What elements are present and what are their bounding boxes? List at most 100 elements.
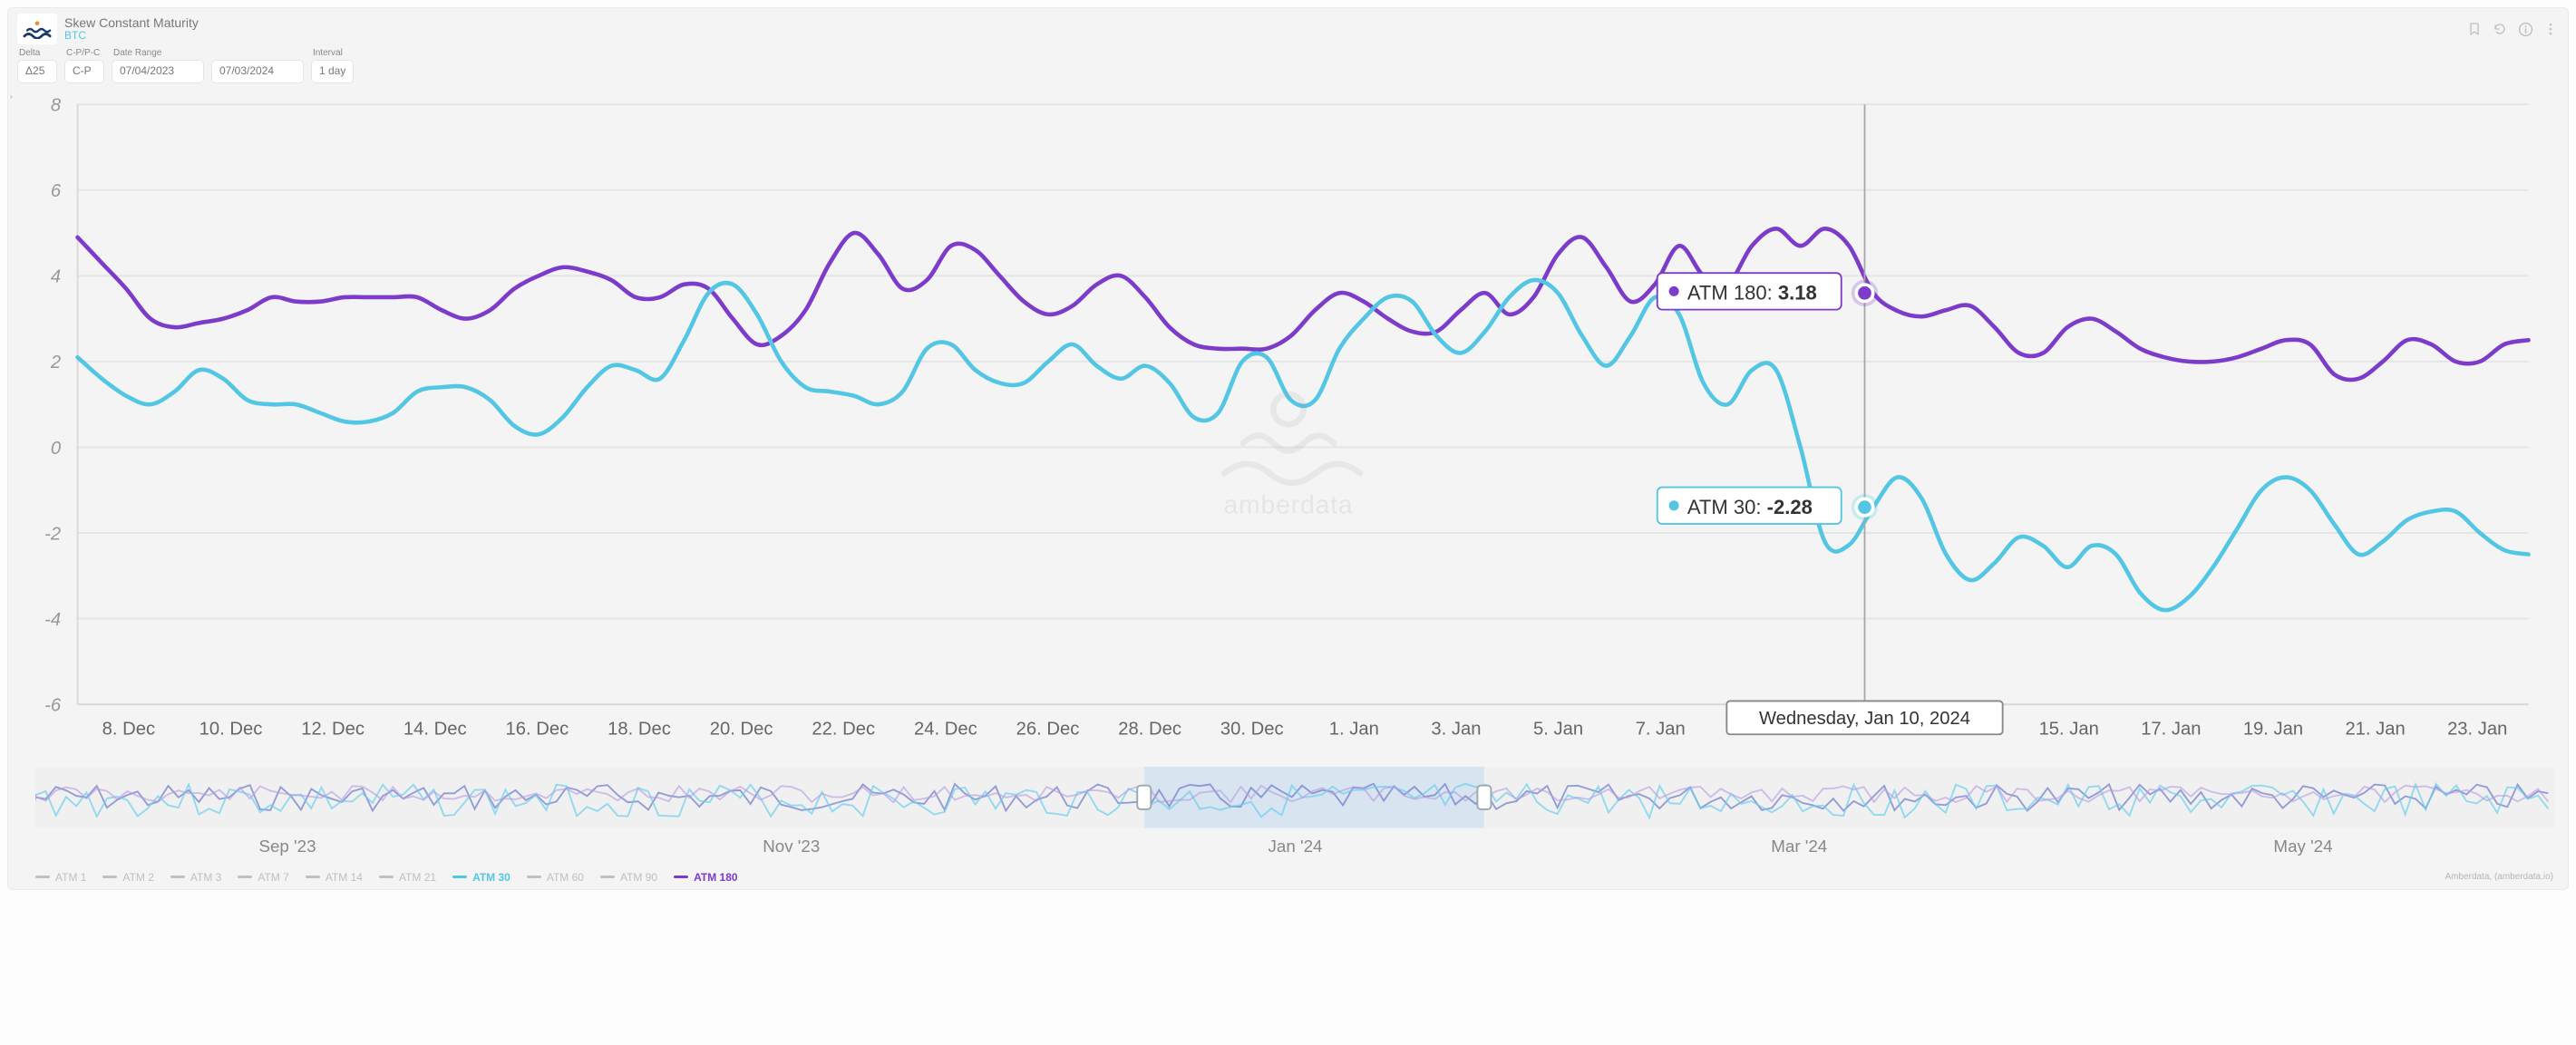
- svg-text:6: 6: [51, 181, 62, 201]
- chart-area: › amberdata -6-4-2024688. Dec10. Dec12. …: [21, 96, 2555, 763]
- navigator[interactable]: Sep '23 Nov '23 Jan '24 Mar '24 May '24: [35, 767, 2555, 860]
- svg-text:May '24: May '24: [2273, 836, 2332, 855]
- svg-text:14. Dec: 14. Dec: [403, 719, 467, 739]
- svg-text:22. Dec: 22. Dec: [812, 719, 875, 739]
- controls-row: Delta Δ25 C-P/P-C C-P Date Range 07/04/2…: [8, 46, 2568, 91]
- svg-text:-6: -6: [44, 696, 62, 716]
- svg-text:21. Jan: 21. Jan: [2345, 719, 2405, 739]
- svg-text:ATM 180: 3.18: ATM 180: 3.18: [1687, 282, 1817, 305]
- legend-item-atm-14[interactable]: ATM 14: [306, 871, 363, 884]
- svg-text:5. Jan: 5. Jan: [1533, 719, 1583, 739]
- svg-text:Jan '24: Jan '24: [1269, 836, 1323, 855]
- info-icon[interactable]: [2517, 21, 2533, 37]
- legend-row: ATM 1 ATM 2 ATM 3 ATM 7 ATM 14 ATM 21 ATM 30 AT…: [8, 866, 2568, 889]
- legend-item-atm-90[interactable]: ATM 90: [600, 871, 657, 884]
- svg-text:Nov '23: Nov '23: [763, 836, 820, 855]
- svg-text:-4: -4: [44, 610, 61, 630]
- svg-text:ATM 30: -2.28: ATM 30: -2.28: [1687, 496, 1813, 518]
- main-chart[interactable]: -6 -4 -2 0 2 4 6 8 8. Dec 10. Dec 12. Dec 14. Dec 16…: [21, 96, 2555, 763]
- svg-text:1. Jan: 1. Jan: [1329, 719, 1379, 739]
- legend-label: ATM 90: [620, 871, 657, 884]
- svg-text:23. Jan: 23. Jan: [2447, 719, 2507, 739]
- legend-label: ATM 1: [55, 871, 86, 884]
- legend-swatch-icon: [170, 876, 185, 878]
- legend-label: ATM 30: [472, 871, 510, 884]
- svg-text:Sep '23: Sep '23: [258, 836, 316, 855]
- svg-text:7. Jan: 7. Jan: [1636, 719, 1686, 739]
- svg-text:0: 0: [51, 439, 62, 459]
- legend-item-atm-30[interactable]: ATM 30: [452, 871, 510, 884]
- svg-text:19. Jan: 19. Jan: [2243, 719, 2303, 739]
- legend-item-atm-3[interactable]: ATM 3: [170, 871, 221, 884]
- svg-text:17. Jan: 17. Jan: [2141, 719, 2201, 739]
- legend-label: ATM 7: [258, 871, 288, 884]
- date-end-input[interactable]: 07/03/2024: [211, 60, 304, 83]
- svg-text:18. Dec: 18. Dec: [608, 719, 671, 739]
- title-block: Skew Constant Maturity BTC: [64, 15, 199, 43]
- svg-text:4: 4: [51, 267, 61, 287]
- svg-text:Wednesday, Jan 10, 2024: Wednesday, Jan 10, 2024: [1759, 709, 1970, 729]
- navigator-chart[interactable]: Sep '23 Nov '23 Jan '24 Mar '24 May '24: [35, 767, 2555, 860]
- control-interval: Interval 1 day: [311, 48, 354, 83]
- legend-label: ATM 60: [547, 871, 584, 884]
- legend-swatch-icon: [35, 876, 50, 878]
- more-icon[interactable]: [2542, 21, 2559, 37]
- legend-label: ATM 14: [326, 871, 363, 884]
- daterange-label: Date Range: [112, 48, 304, 58]
- svg-text:12. Dec: 12. Dec: [301, 719, 365, 739]
- legend-label: ATM 3: [190, 871, 221, 884]
- legend-swatch-icon: [452, 876, 467, 878]
- svg-text:24. Dec: 24. Dec: [914, 719, 977, 739]
- cp-label: C-P/P-C: [64, 48, 104, 58]
- delta-label: Delta: [17, 48, 57, 58]
- control-daterange: Date Range 07/04/2023 07/03/2024: [112, 48, 304, 83]
- svg-text:2: 2: [50, 353, 61, 373]
- credit-text: Amberdata, (amberdata.io): [2445, 872, 2553, 882]
- legend-label: ATM 2: [122, 871, 153, 884]
- chart-card: Skew Constant Maturity BTC Delta Δ25 C-P…: [7, 7, 2569, 890]
- legend-item-atm-1[interactable]: ATM 1: [35, 871, 86, 884]
- legend-swatch-icon: [102, 876, 117, 878]
- card-subtitle: BTC: [64, 30, 199, 43]
- svg-text:Mar '24: Mar '24: [1771, 836, 1827, 855]
- svg-text:28. Dec: 28. Dec: [1118, 719, 1181, 739]
- legend-label: ATM 21: [399, 871, 436, 884]
- date-start-input[interactable]: 07/04/2023: [112, 60, 204, 83]
- legend-swatch-icon: [600, 876, 615, 878]
- bookmark-icon[interactable]: [2466, 21, 2483, 37]
- legend-swatch-icon: [306, 876, 320, 878]
- legend-item-atm-180[interactable]: ATM 180: [674, 871, 737, 884]
- interval-label: Interval: [311, 48, 354, 58]
- svg-text:3. Jan: 3. Jan: [1431, 719, 1481, 739]
- svg-text:8: 8: [51, 96, 62, 116]
- card-title: Skew Constant Maturity: [64, 15, 199, 30]
- control-cp: C-P/P-C C-P: [64, 48, 104, 83]
- svg-text:30. Dec: 30. Dec: [1220, 719, 1284, 739]
- cp-select[interactable]: C-P: [64, 60, 104, 83]
- delta-select[interactable]: Δ25: [17, 60, 57, 83]
- svg-text:15. Jan: 15. Jan: [2039, 719, 2099, 739]
- legend-swatch-icon: [379, 876, 394, 878]
- legend-item-atm-7[interactable]: ATM 7: [238, 871, 288, 884]
- header-actions: [2466, 21, 2559, 37]
- svg-text:20. Dec: 20. Dec: [710, 719, 773, 739]
- legend-swatch-icon: [238, 876, 252, 878]
- interval-select[interactable]: 1 day: [311, 60, 354, 83]
- svg-text:10. Dec: 10. Dec: [199, 719, 263, 739]
- svg-text:16. Dec: 16. Dec: [506, 719, 569, 739]
- legend-swatch-icon: [674, 876, 688, 878]
- legend-item-atm-2[interactable]: ATM 2: [102, 871, 153, 884]
- svg-text:26. Dec: 26. Dec: [1016, 719, 1080, 739]
- logo-badge: [17, 14, 57, 44]
- collapse-toggle[interactable]: ›: [8, 91, 15, 102]
- svg-text:-2: -2: [44, 524, 61, 544]
- refresh-icon[interactable]: [2492, 21, 2508, 37]
- legend-item-atm-60[interactable]: ATM 60: [527, 871, 584, 884]
- amberdata-logo-icon: [23, 19, 52, 39]
- card-header: Skew Constant Maturity BTC: [8, 8, 2568, 46]
- legend-swatch-icon: [527, 876, 541, 878]
- control-delta: Delta Δ25: [17, 48, 57, 83]
- legend-label: ATM 180: [694, 871, 737, 884]
- svg-text:8. Dec: 8. Dec: [102, 719, 155, 739]
- legend-item-atm-21[interactable]: ATM 21: [379, 871, 436, 884]
